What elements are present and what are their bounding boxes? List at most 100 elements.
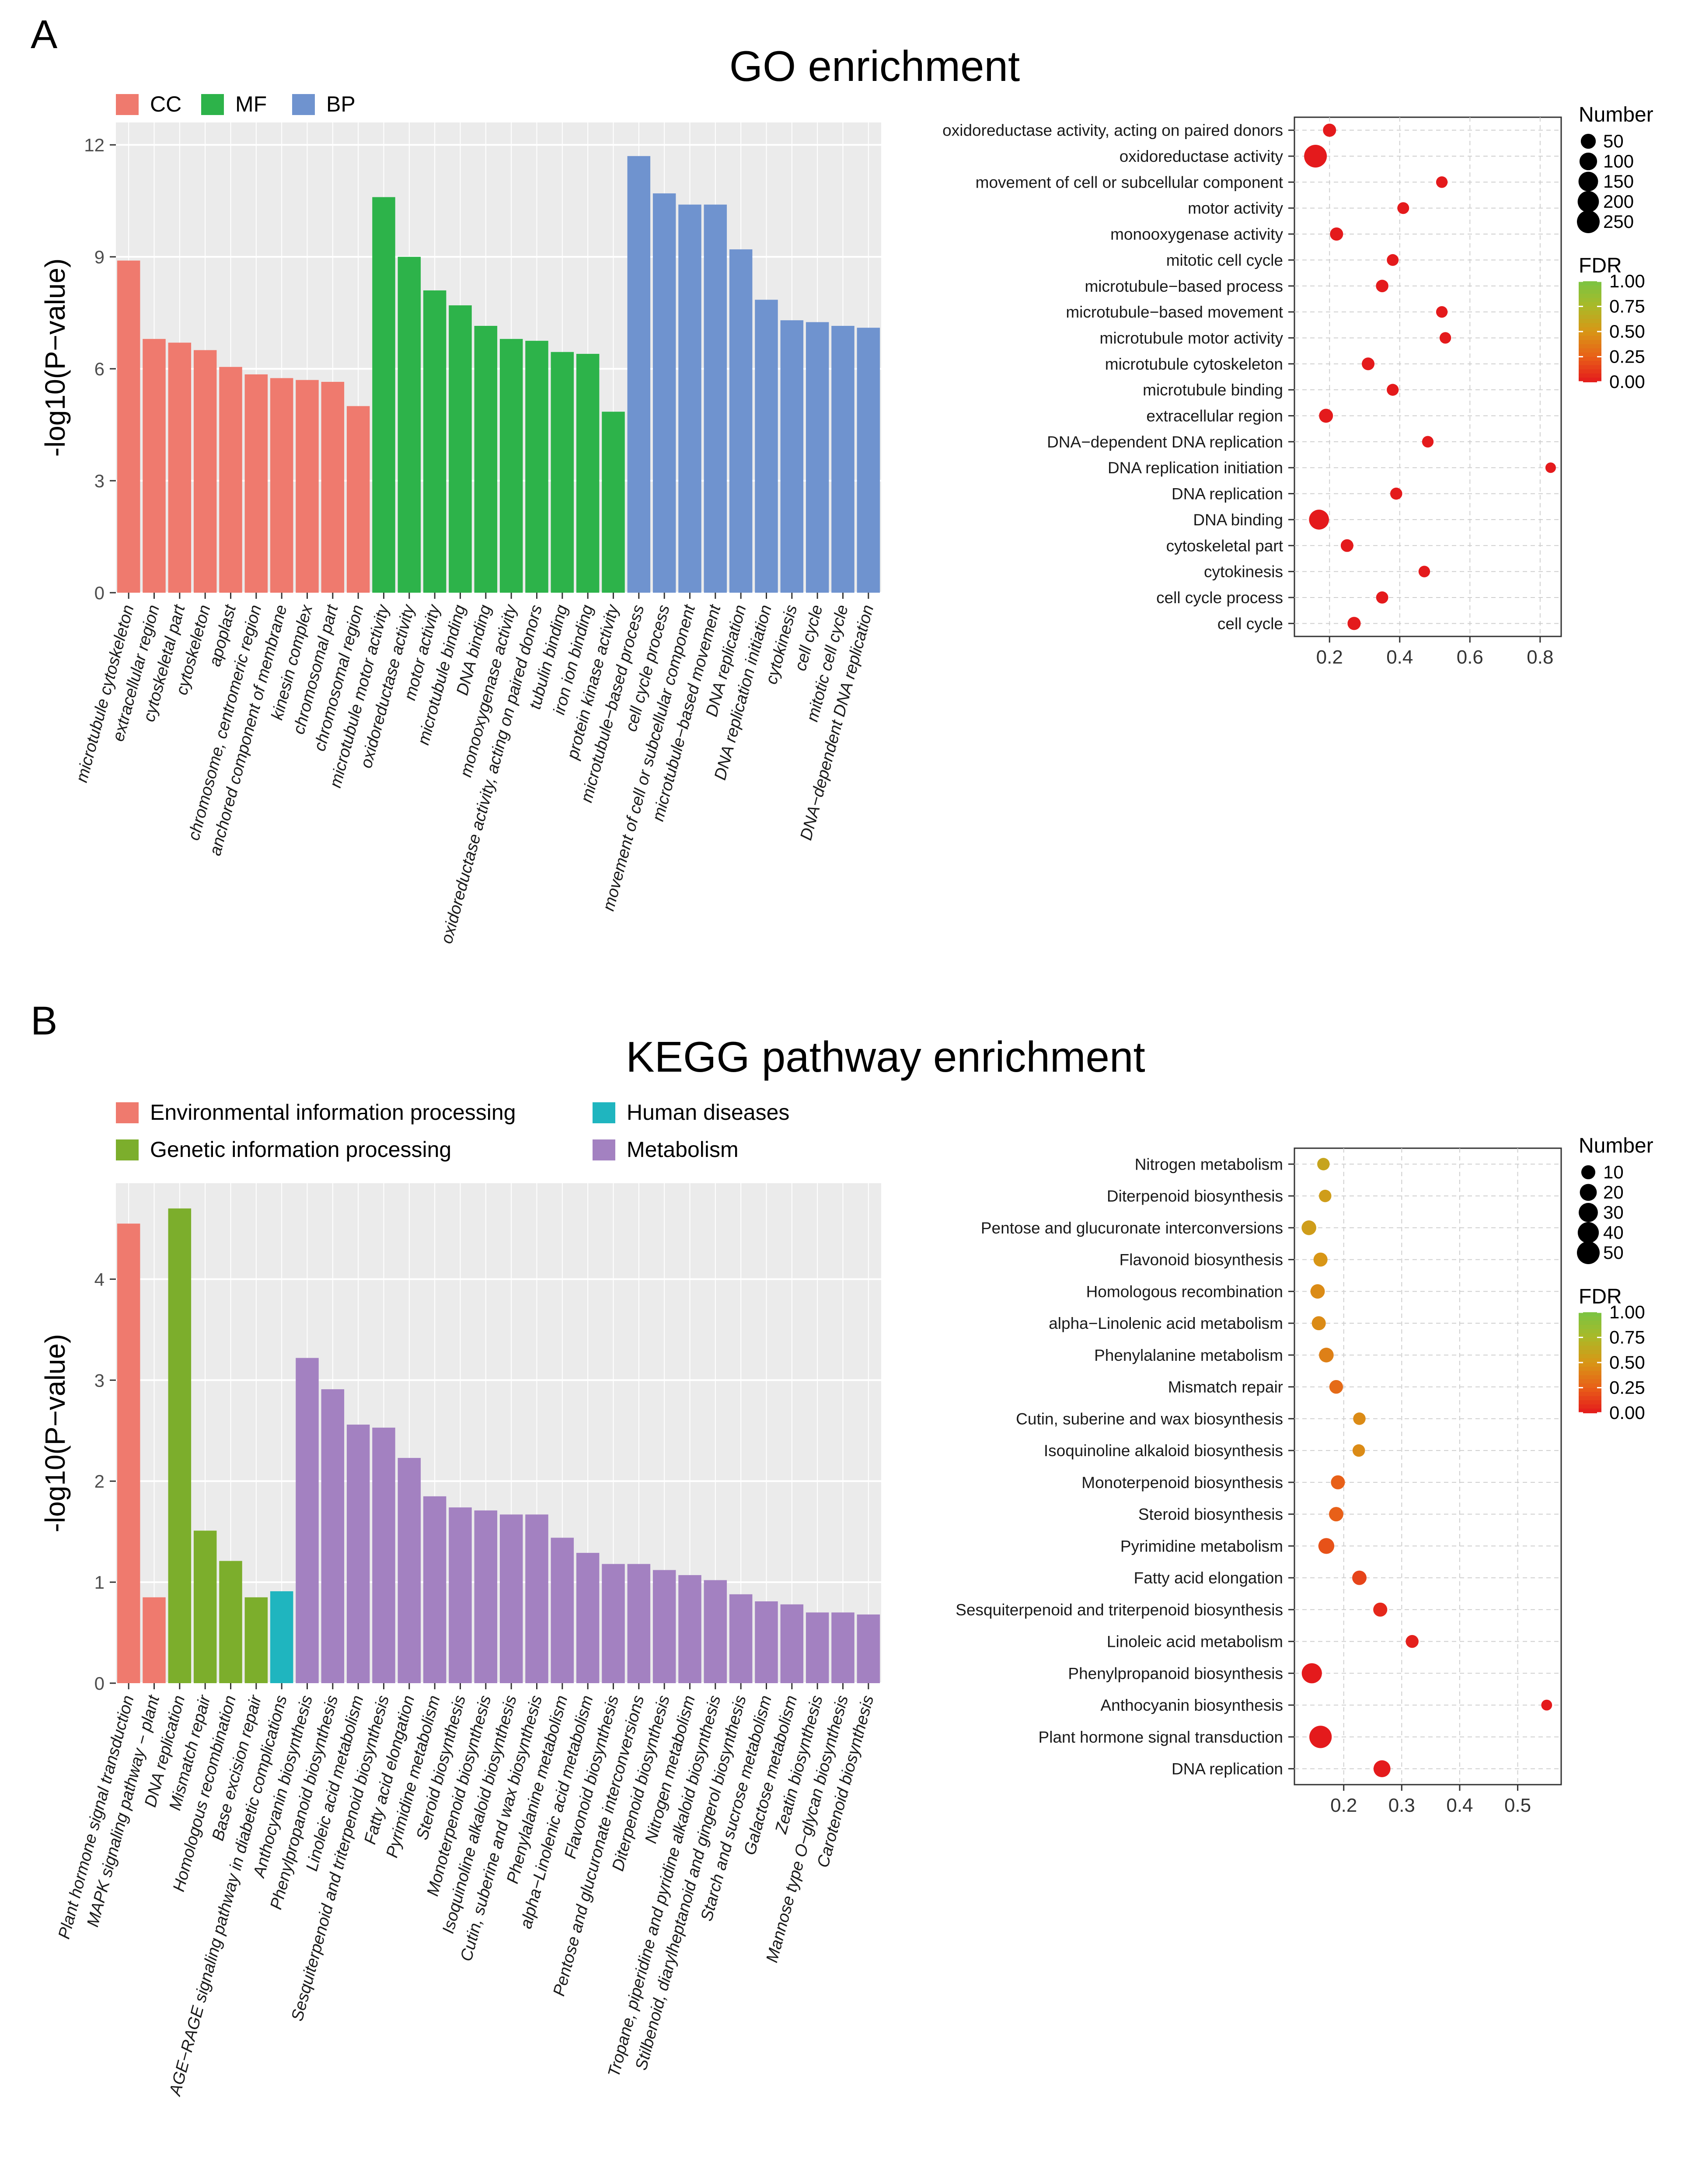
x-tick-label: 0.2 [1330,1795,1357,1816]
bar [423,1496,446,1683]
y-tick-label: extracellular region [1146,407,1283,425]
x-tick-label: 0.6 [1457,646,1483,668]
fdr-gradient-step [1579,311,1601,315]
point [1436,176,1448,188]
size-legend-dot [1581,1165,1596,1180]
y-tick-label: alpha−Linolenic acid metabolism [1049,1314,1283,1332]
panel-letter-b: B [31,999,57,1043]
bar [627,156,651,593]
y-tick-label: DNA binding [1193,511,1283,529]
bar [576,1553,600,1683]
fdr-gradient-step [1579,1366,1601,1372]
size-legend-label: 100 [1603,151,1634,171]
y-tick-label: Cutin, suberine and wax biosynthesis [1016,1410,1283,1428]
point [1318,1538,1335,1554]
fdr-legend-label: 1.00 [1609,1302,1645,1322]
fdr-gradient-step [1579,302,1601,307]
y-tick-label: Phenylalanine metabolism [1094,1346,1283,1364]
y-tick-label: DNA replication [1172,485,1283,503]
y-tick-label: motor activity [1188,199,1283,217]
plot-background [116,122,881,593]
bar [857,1614,880,1683]
point [1387,254,1399,266]
point [1439,332,1451,344]
point [1352,1444,1365,1457]
y-tick-label: Diterpenoid biosynthesis [1107,1187,1283,1205]
fdr-legend-title: FDR [1579,1285,1622,1308]
fdr-gradient-step [1579,1329,1601,1334]
legend-swatch [201,94,224,115]
fdr-gradient-step [1579,356,1601,362]
go-dot-chart: 0.2 0.4 0.6 0.8 oxidoreductase activity, act… [942,103,1653,668]
legend-swatch [292,94,315,115]
point [1541,1699,1552,1711]
plot-frame [1294,1147,1562,1786]
plot-frame [1294,116,1562,637]
fdr-gradient-step [1579,327,1601,332]
y-tick-label: Sesquiterpenoid and triterpenoid biosynt… [956,1601,1283,1619]
fdr-gradient-step [1579,335,1601,341]
point [1340,539,1353,552]
go-title: GO enrichment [729,42,1020,90]
size-legend-label: 40 [1603,1222,1624,1243]
size-legend-label: 150 [1603,171,1634,192]
bar [729,249,753,593]
fdr-gradient-step [1579,1312,1601,1317]
point [1436,306,1448,318]
size-legend-dot [1577,191,1599,213]
bar [704,1580,727,1683]
bar [117,260,140,593]
point [1352,1570,1367,1585]
bar [296,1358,319,1683]
legend-swatch [116,1102,139,1123]
point [1387,384,1399,396]
point [1310,1284,1325,1299]
size-legend-dot [1579,1203,1598,1222]
fdr-gradient-step [1579,352,1601,357]
point [1376,280,1388,293]
bar [576,353,600,593]
fdr-gradient-step [1579,306,1601,311]
fdr-gradient-step [1579,1350,1601,1355]
x-tick-label: 0.5 [1504,1795,1531,1816]
y-tick-label: cytoskeletal part [1166,537,1283,555]
y-tick-label: microtubule binding [1143,381,1283,399]
size-legend-label: 30 [1603,1202,1624,1223]
point [1347,617,1361,630]
size-legend-label: 200 [1603,191,1634,212]
fdr-gradient-step [1579,365,1601,370]
bar [372,197,395,593]
y-tick-label: microtubule−based movement [1066,303,1283,321]
point [1309,1726,1332,1748]
legend-label: BP [326,92,356,116]
bar [831,325,854,593]
fdr-gradient-step [1579,298,1601,303]
fdr-gradient-step [1579,1363,1601,1367]
bar [755,300,778,593]
point [1317,1158,1330,1171]
fdr-legend-label: 0.25 [1609,1377,1645,1398]
bar [143,1597,166,1683]
bar [678,204,701,593]
bar [346,1424,370,1683]
fdr-gradient-step [1579,369,1601,374]
fdr-gradient-step [1579,361,1601,366]
fdr-gradient-step [1579,1379,1601,1384]
y-tick-label: microtubule cytoskeleton [1105,355,1283,373]
legend-label: MF [235,92,267,116]
point [1373,1602,1388,1617]
point [1422,436,1434,448]
fdr-gradient-step [1579,1345,1601,1351]
fdr-gradient-step [1579,377,1601,382]
fdr-gradient-step [1579,319,1601,324]
bar [780,320,804,593]
fdr-gradient-step [1579,1392,1601,1397]
y-tick-label: DNA−dependent DNA replication [1047,433,1283,451]
bar [270,378,293,593]
y-tick-label: cytokinesis [1204,563,1283,581]
legend-swatch [593,1139,615,1160]
bar [398,1458,421,1683]
fdr-gradient-step [1579,1396,1601,1401]
bar [551,352,574,593]
y-tick-label: 0 [94,583,105,603]
